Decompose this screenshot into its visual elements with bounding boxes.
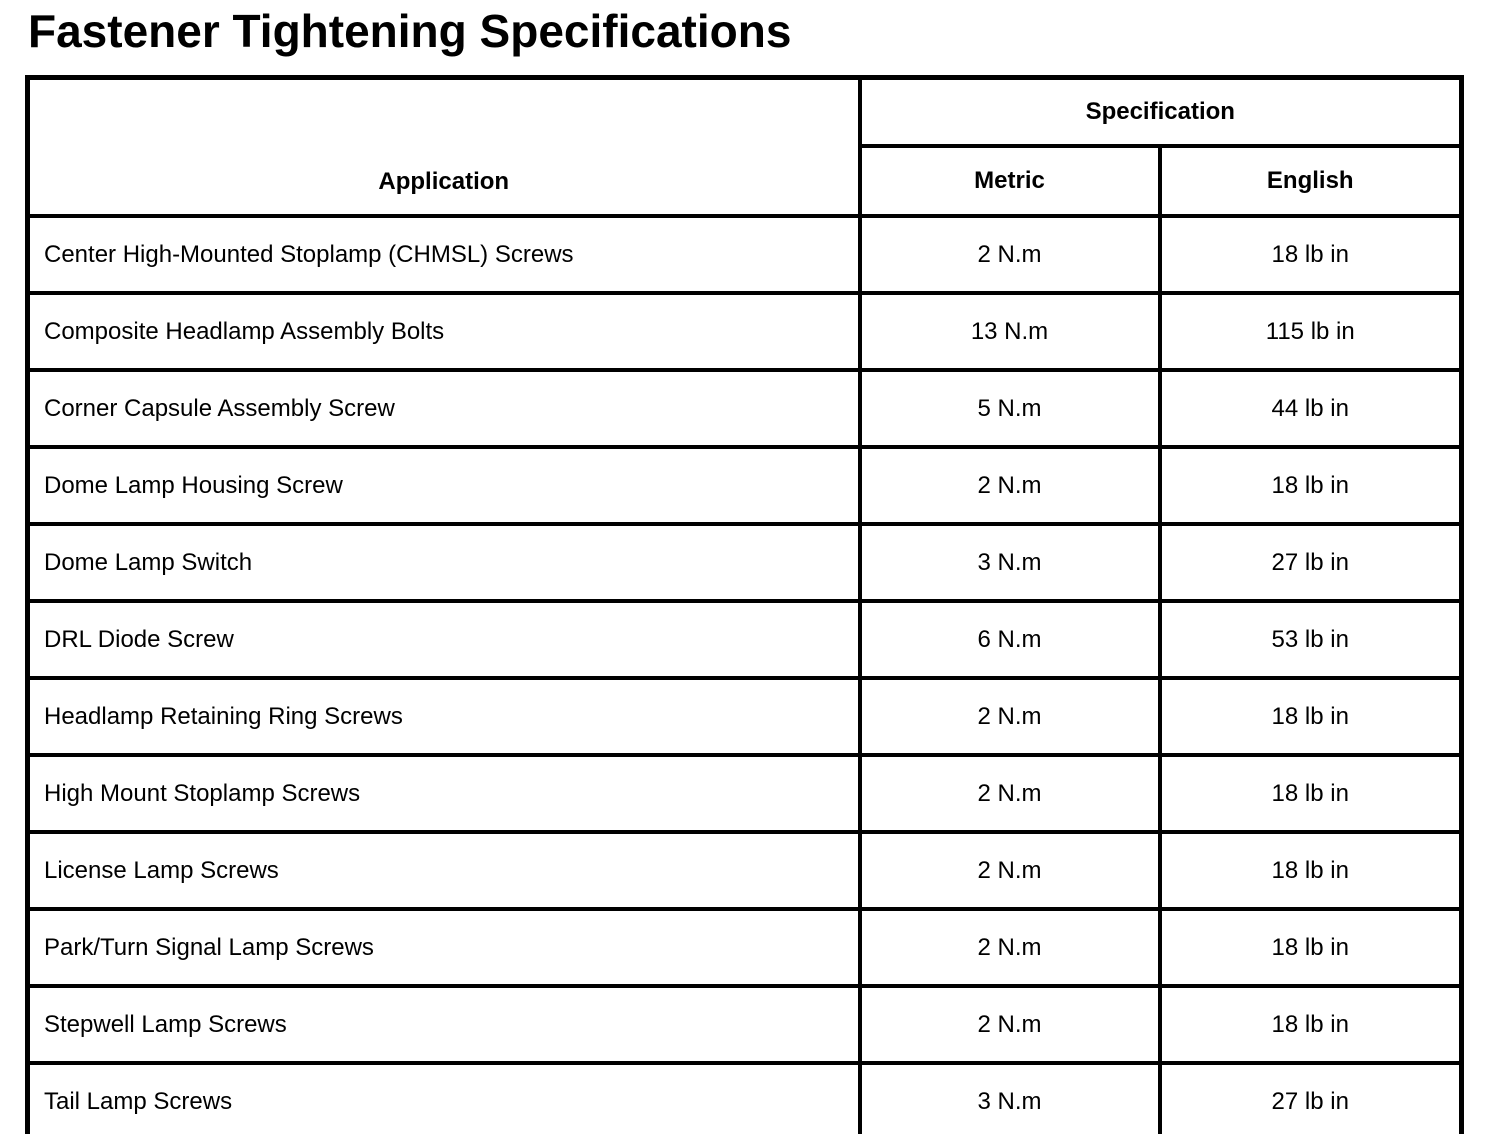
table-row: Center High-Mounted Stoplamp (CHMSL) Scr… [25,214,1464,295]
table-row: DRL Diode Screw 6 N.m 53 lb in [25,599,1464,680]
table-row: Park/Turn Signal Lamp Screws 2 N.m 18 lb… [25,907,1464,988]
metric-cell: 2 N.m [857,214,1162,295]
page-title: Fastener Tightening Specifications [28,5,792,57]
metric-cell: 5 N.m [857,368,1162,449]
table-row: High Mount Stoplamp Screws 2 N.m 18 lb i… [25,753,1464,834]
metric-cell: 13 N.m [857,291,1162,372]
application-cell: DRL Diode Screw [25,599,862,680]
table-row: Corner Capsule Assembly Screw 5 N.m 44 l… [25,368,1464,449]
fastener-specifications-table: Application Specification Metric English… [25,75,1464,1134]
application-cell: Corner Capsule Assembly Screw [25,368,862,449]
english-cell: 18 lb in [1157,907,1464,988]
application-cell: Tail Lamp Screws [25,1061,862,1134]
application-cell: Dome Lamp Switch [25,522,862,603]
table-body: Center High-Mounted Stoplamp (CHMSL) Scr… [25,214,1464,1134]
english-cell: 18 lb in [1157,214,1464,295]
application-column-header: Application [25,75,862,218]
table-header: Application Specification Metric English [25,75,1464,218]
application-cell: License Lamp Screws [25,830,862,911]
application-cell: Headlamp Retaining Ring Screws [25,676,862,757]
metric-cell: 6 N.m [857,599,1162,680]
metric-cell: 3 N.m [857,522,1162,603]
application-cell: Dome Lamp Housing Screw [25,445,862,526]
english-cell: 18 lb in [1157,984,1464,1065]
metric-cell: 2 N.m [857,753,1162,834]
table-row: Dome Lamp Housing Screw 2 N.m 18 lb in [25,445,1464,526]
english-cell: 18 lb in [1157,830,1464,911]
application-cell: Park/Turn Signal Lamp Screws [25,907,862,988]
application-cell: Center High-Mounted Stoplamp (CHMSL) Scr… [25,214,862,295]
table-row: Dome Lamp Switch 3 N.m 27 lb in [25,522,1464,603]
metric-cell: 2 N.m [857,830,1162,911]
metric-column-header: Metric [857,144,1162,218]
table-row: Headlamp Retaining Ring Screws 2 N.m 18 … [25,676,1464,757]
english-cell: 18 lb in [1157,676,1464,757]
header-row-units: Metric English [28,144,1464,218]
metric-cell: 2 N.m [857,984,1162,1065]
table-row: License Lamp Screws 2 N.m 18 lb in [25,830,1464,911]
english-cell: 18 lb in [1157,753,1464,834]
application-cell: Composite Headlamp Assembly Bolts [25,291,862,372]
application-cell: Stepwell Lamp Screws [25,984,862,1065]
table-row: Composite Headlamp Assembly Bolts 13 N.m… [25,291,1464,372]
metric-cell: 2 N.m [857,907,1162,988]
metric-cell: 2 N.m [857,676,1162,757]
specification-column-group-header: Specification [857,75,1464,148]
metric-cell: 3 N.m [857,1061,1162,1134]
english-cell: 18 lb in [1157,445,1464,526]
english-cell: 115 lb in [1157,291,1464,372]
table-row: Stepwell Lamp Screws 2 N.m 18 lb in [25,984,1464,1065]
metric-cell: 2 N.m [857,445,1162,526]
english-cell: 27 lb in [1157,1061,1464,1134]
application-cell: High Mount Stoplamp Screws [25,753,862,834]
english-cell: 27 lb in [1157,522,1464,603]
table-row: Tail Lamp Screws 3 N.m 27 lb in [25,1061,1464,1134]
english-cell: 44 lb in [1157,368,1464,449]
header-row-specification: Application Specification [25,75,1464,218]
english-column-header: English [1157,144,1464,218]
english-cell: 53 lb in [1157,599,1464,680]
